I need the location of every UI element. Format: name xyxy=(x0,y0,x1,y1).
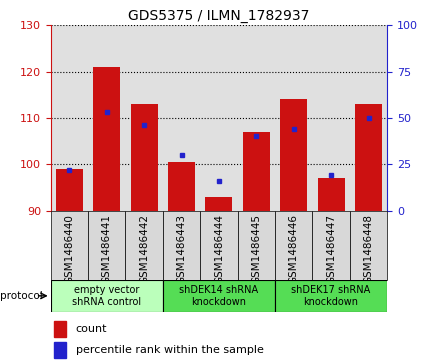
Text: GSM1486446: GSM1486446 xyxy=(289,214,299,284)
Text: GSM1486440: GSM1486440 xyxy=(64,214,74,284)
Bar xyxy=(54,321,66,337)
Bar xyxy=(51,280,163,312)
Bar xyxy=(275,25,312,211)
Bar xyxy=(205,197,232,211)
Bar xyxy=(275,211,312,280)
Text: GSM1486442: GSM1486442 xyxy=(139,214,149,284)
Title: GDS5375 / ILMN_1782937: GDS5375 / ILMN_1782937 xyxy=(128,9,310,23)
Bar xyxy=(312,211,350,280)
Text: protocol: protocol xyxy=(0,291,43,301)
Bar xyxy=(54,342,66,358)
Bar xyxy=(125,25,163,211)
Bar xyxy=(125,211,163,280)
Bar xyxy=(243,132,270,211)
Bar xyxy=(280,99,307,211)
Bar xyxy=(51,211,88,280)
Bar xyxy=(168,162,195,211)
Bar xyxy=(350,211,387,280)
Text: GSM1486441: GSM1486441 xyxy=(102,214,112,284)
Text: GSM1486447: GSM1486447 xyxy=(326,214,336,284)
Bar xyxy=(238,211,275,280)
Text: GSM1486444: GSM1486444 xyxy=(214,214,224,284)
Text: empty vector
shRNA control: empty vector shRNA control xyxy=(72,285,141,307)
Bar xyxy=(51,25,88,211)
Bar xyxy=(56,169,83,211)
Bar xyxy=(350,25,387,211)
Bar xyxy=(163,211,200,280)
Text: shDEK17 shRNA
knockdown: shDEK17 shRNA knockdown xyxy=(291,285,371,307)
Bar xyxy=(131,104,158,211)
Bar xyxy=(163,25,200,211)
Bar xyxy=(88,25,125,211)
Bar xyxy=(200,25,238,211)
Bar xyxy=(88,211,125,280)
Text: count: count xyxy=(76,324,107,334)
Bar xyxy=(312,25,350,211)
Bar xyxy=(93,67,120,211)
Bar xyxy=(163,280,275,312)
Text: shDEK14 shRNA
knockdown: shDEK14 shRNA knockdown xyxy=(180,285,258,307)
Text: GSM1486443: GSM1486443 xyxy=(176,214,187,284)
Bar xyxy=(238,25,275,211)
Text: percentile rank within the sample: percentile rank within the sample xyxy=(76,345,264,355)
Bar xyxy=(318,178,345,211)
Text: GSM1486448: GSM1486448 xyxy=(363,214,374,284)
Bar xyxy=(275,280,387,312)
Bar xyxy=(200,211,238,280)
Bar xyxy=(355,104,382,211)
Text: GSM1486445: GSM1486445 xyxy=(251,214,261,284)
